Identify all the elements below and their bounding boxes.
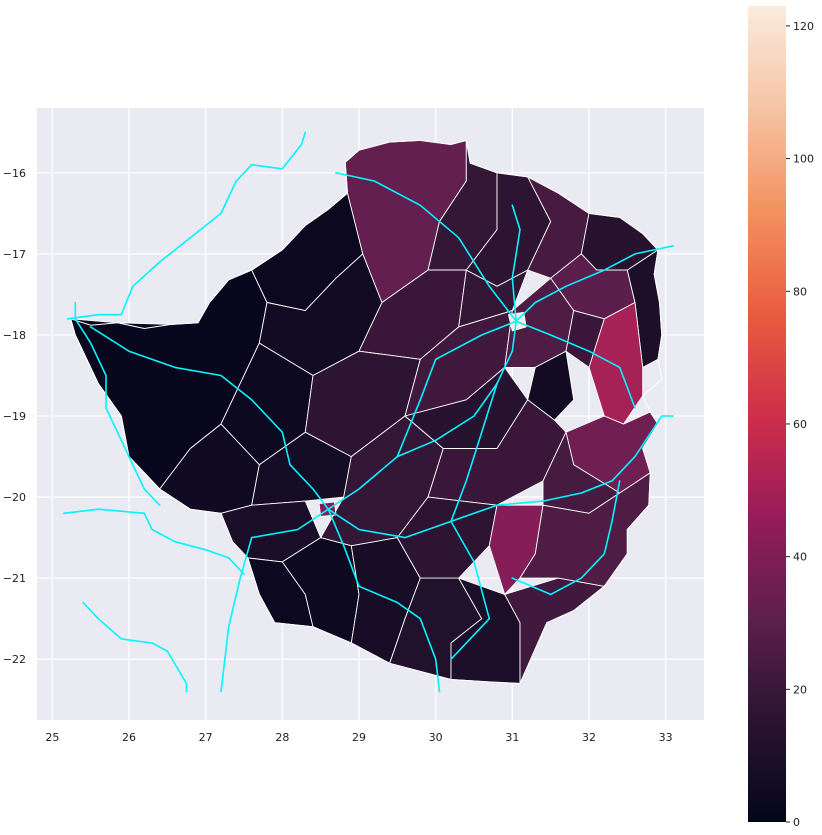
- y-tick-label: −20: [3, 491, 26, 504]
- road-line: [74, 301, 161, 507]
- colorbar-tick-label: 100: [793, 153, 814, 166]
- x-tick-label: 29: [352, 731, 366, 744]
- x-tick-label: 27: [199, 731, 213, 744]
- x-tick-label: 33: [659, 731, 673, 744]
- road-line: [396, 320, 518, 458]
- road-line: [515, 245, 675, 323]
- y-tick-label: −18: [3, 329, 26, 342]
- colorbar-tick-label: 120: [793, 20, 814, 33]
- colorbar-tick-label: 0: [793, 816, 800, 829]
- x-tick-label: 31: [505, 731, 519, 744]
- road-line: [335, 172, 518, 323]
- road-line: [511, 204, 521, 323]
- road-line: [511, 480, 621, 596]
- colorbar-gradient: [748, 6, 786, 822]
- y-tick-label: −19: [3, 410, 26, 423]
- map-axes: 25 26 27 28 29 30 31 32 33 −16 −17 −18 −19 −20 −21 −22: [3, 108, 704, 744]
- country-outline: [69, 139, 663, 685]
- road-line: [327, 415, 675, 539]
- x-tick-label: 32: [582, 731, 596, 744]
- x-tick-label: 30: [429, 731, 443, 744]
- y-axis-tick-labels: −16 −17 −18 −19 −20 −21 −22: [3, 167, 26, 666]
- district-polygons: [69, 139, 663, 685]
- x-tick-label: 28: [275, 731, 289, 744]
- road-line: [327, 508, 441, 693]
- y-tick-label: −16: [3, 167, 26, 180]
- road-line: [220, 508, 330, 693]
- road-line: [515, 320, 636, 409]
- colorbar-tick-label: 80: [793, 285, 807, 298]
- road-line: [450, 382, 498, 661]
- district-polygon: [565, 310, 605, 368]
- x-tick-label: 25: [45, 731, 59, 744]
- colorbar-tick-label: 20: [793, 683, 807, 696]
- x-axis-tick-labels: 25 26 27 28 29 30 31 32 33: [45, 731, 672, 744]
- road-line: [89, 320, 518, 511]
- district-polygon: [527, 350, 575, 421]
- colorbar: 0 20 40 60 80 100 120: [748, 6, 814, 829]
- road-line: [62, 508, 245, 575]
- road-line: [82, 601, 188, 693]
- y-tick-label: −17: [3, 248, 26, 261]
- district-polygon: [458, 269, 529, 328]
- colorbar-tick-label: 60: [793, 418, 807, 431]
- y-tick-label: −22: [3, 653, 26, 666]
- colorbar-tick-label: 40: [793, 551, 807, 564]
- road-network: [62, 131, 675, 693]
- y-tick-label: −21: [3, 572, 26, 585]
- road-line: [66, 131, 307, 320]
- x-tick-label: 26: [122, 731, 136, 744]
- colorbar-tick-labels: 0 20 40 60 80 100 120: [786, 20, 814, 829]
